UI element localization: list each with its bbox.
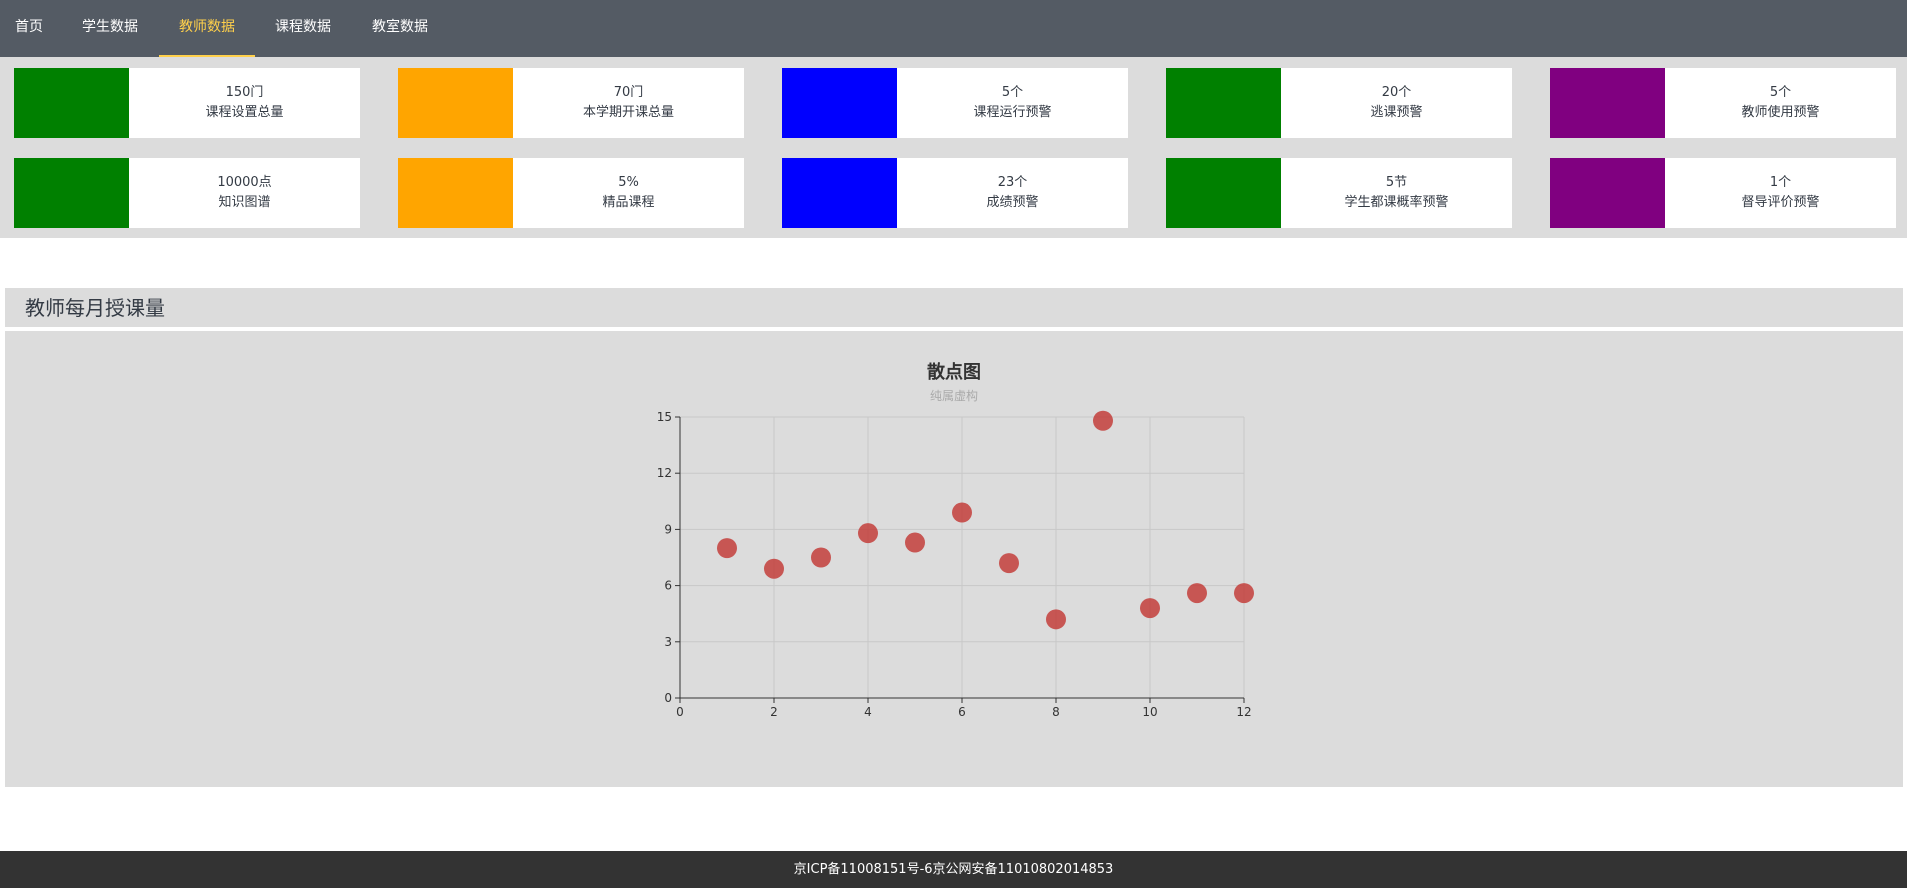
stat-card-knowledge-graph: 10000点 知识图谱 — [14, 158, 360, 228]
y-tick-label: 6 — [664, 579, 672, 593]
stat-card-course-total: 150门 课程设置总量 — [14, 68, 360, 138]
stat-label: 课程运行预警 — [973, 105, 1052, 120]
stat-value: 5个 — [1769, 85, 1792, 100]
stat-value: 20个 — [1381, 85, 1412, 100]
scatter-point — [1234, 583, 1254, 604]
stat-text: 23个 成绩预警 — [897, 173, 1128, 213]
stat-text: 70门 本学期开课总量 — [513, 83, 744, 123]
stat-label: 知识图谱 — [218, 195, 271, 210]
y-tick-label: 0 — [664, 691, 672, 705]
stat-swatch — [1550, 68, 1665, 138]
scatter-chart: 0 2 4 6 8 10 12 0 3 6 9 12 15 — [657, 410, 1254, 719]
y-tick-label: 15 — [657, 410, 672, 424]
stat-value: 150门 — [225, 85, 264, 100]
stat-swatch — [14, 158, 129, 228]
nav-item-student-data[interactable]: 学生数据 — [82, 19, 138, 35]
footer-text: 京ICP备11008151号-6京公网安备11010802014853 — [793, 862, 1114, 877]
nav-item-home[interactable]: 首页 — [15, 19, 43, 35]
footer: 京ICP备11008151号-6京公网安备11010802014853 — [0, 851, 1907, 888]
stat-card-supervision-warning: 1个 督导评价预警 — [1550, 158, 1896, 228]
scatter-point — [905, 532, 925, 553]
stat-label: 督导评价预警 — [1741, 195, 1820, 210]
stat-text: 5个 教师使用预警 — [1665, 83, 1896, 123]
scatter-point — [764, 558, 784, 579]
stat-label: 教师使用预警 — [1741, 105, 1820, 120]
stat-card-teacher-usage-warning: 5个 教师使用预警 — [1550, 68, 1896, 138]
stat-text: 150门 课程设置总量 — [129, 83, 360, 123]
stat-card-semester-courses: 70门 本学期开课总量 — [398, 68, 744, 138]
chart-subtitle: 纯属虚构 — [929, 389, 978, 403]
stat-swatch — [1166, 158, 1281, 228]
x-tick-label: 2 — [770, 705, 778, 719]
stat-label: 本学期开课总量 — [582, 105, 674, 120]
x-tick-label: 8 — [1052, 705, 1060, 719]
y-tick-label: 3 — [664, 635, 672, 649]
x-tick-label: 6 — [958, 705, 966, 719]
scatter-point — [1093, 410, 1113, 431]
scatter-point — [811, 547, 831, 568]
stat-label: 课程设置总量 — [205, 105, 284, 120]
stat-value: 5% — [618, 175, 639, 190]
stat-swatch — [1166, 68, 1281, 138]
stat-value: 5节 — [1385, 175, 1408, 190]
stat-text: 20个 逃课预警 — [1281, 83, 1512, 123]
stats-area: 150门 课程设置总量 70门 本学期开课总量 5个 课程运行预警 20个 逃课… — [0, 57, 1907, 238]
scatter-point — [1187, 583, 1207, 604]
stat-card-attendance-warning: 5节 学生都课概率预警 — [1166, 158, 1512, 228]
stat-swatch — [398, 68, 513, 138]
stat-value: 10000点 — [217, 175, 272, 190]
scatter-point — [717, 538, 737, 559]
stat-text: 1个 督导评价预警 — [1665, 173, 1896, 213]
stat-label: 逃课预警 — [1370, 105, 1423, 120]
nav-item-teacher-data[interactable]: 教师数据 — [159, 0, 255, 57]
stat-label: 成绩预警 — [986, 195, 1039, 210]
scatter-point — [858, 523, 878, 544]
x-tick-label: 10 — [1142, 705, 1157, 719]
stat-card-grade-warning: 23个 成绩预警 — [782, 158, 1128, 228]
stat-card-quality-courses: 5% 精品课程 — [398, 158, 744, 228]
top-navigation: 首页 学生数据 教师数据 课程数据 教室数据 — [0, 0, 1907, 57]
stat-text: 5% 精品课程 — [513, 173, 744, 213]
y-tick-label: 9 — [664, 522, 672, 536]
stat-swatch — [14, 68, 129, 138]
section-title: 教师每月授课量 — [25, 296, 165, 320]
nav-item-classroom-data[interactable]: 教室数据 — [372, 19, 428, 35]
stat-card-truancy-warning: 20个 逃课预警 — [1166, 68, 1512, 138]
stat-card-course-warning: 5个 课程运行预警 — [782, 68, 1128, 138]
stat-swatch — [398, 158, 513, 228]
stat-label: 学生都课概率预警 — [1344, 195, 1449, 210]
stat-value: 70门 — [613, 85, 644, 100]
stat-swatch — [782, 68, 897, 138]
y-tick-label: 12 — [657, 466, 672, 480]
stat-text: 10000点 知识图谱 — [129, 173, 360, 213]
stat-swatch — [1550, 158, 1665, 228]
stat-value: 1个 — [1769, 175, 1792, 190]
section-header: 教师每月授课量 — [5, 288, 1903, 327]
chart-title: 散点图 — [927, 362, 981, 383]
scatter-point — [999, 553, 1019, 574]
stat-swatch — [782, 158, 897, 228]
stat-text: 5节 学生都课概率预警 — [1281, 173, 1512, 213]
nav-item-course-data[interactable]: 课程数据 — [275, 19, 331, 35]
x-tick-label: 4 — [864, 705, 872, 719]
chart-panel: 散点图 纯属虚构 0 2 4 6 8 10 12 0 3 6 9 12 15 — [5, 331, 1903, 787]
scatter-point — [1046, 609, 1066, 630]
stat-label: 精品课程 — [602, 195, 655, 210]
scatter-point — [952, 502, 972, 523]
x-tick-label: 0 — [676, 705, 684, 719]
stat-text: 5个 课程运行预警 — [897, 83, 1128, 123]
x-tick-label: 12 — [1236, 705, 1251, 719]
stat-value: 23个 — [997, 175, 1028, 190]
scatter-point — [1140, 598, 1160, 619]
stat-value: 5个 — [1001, 85, 1024, 100]
